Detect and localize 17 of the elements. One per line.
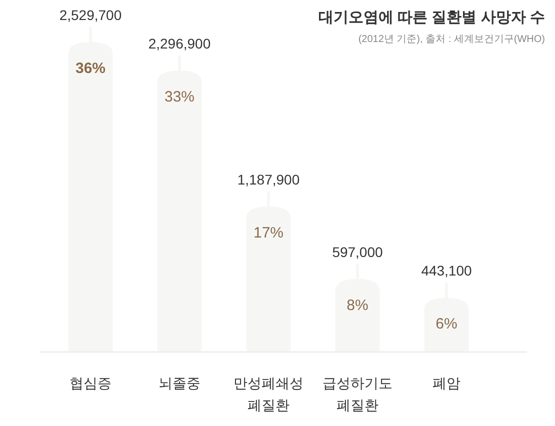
annotation: 6% xyxy=(436,316,458,333)
x-tick-label: 급성하기도 폐질환 xyxy=(322,375,392,413)
data-label: 2,296,900 xyxy=(148,36,211,52)
x-tick-label: 폐암 xyxy=(432,375,460,391)
annotation: 33% xyxy=(164,88,195,106)
x-tick-label: 뇌졸중 xyxy=(158,375,200,391)
annotation: 17% xyxy=(253,224,284,242)
data-label: 2,529,700 xyxy=(59,7,122,23)
data-label: 597,000 xyxy=(332,244,384,260)
data-label: 443,100 xyxy=(421,262,472,279)
x-tick-label: 만성폐쇄성 폐질환 xyxy=(234,375,304,413)
annotation: 36% xyxy=(75,60,106,77)
annotation: 8% xyxy=(346,296,368,314)
x-tick-label: 협심증 xyxy=(70,375,112,391)
chart-title: 대기오염에 따른 질환별 사망자 수 xyxy=(318,9,545,26)
chart-subtitle: (2012년 기준), 출처 : 세계보건기구(WHO) xyxy=(358,34,545,45)
data-label: 1,187,900 xyxy=(237,171,300,188)
